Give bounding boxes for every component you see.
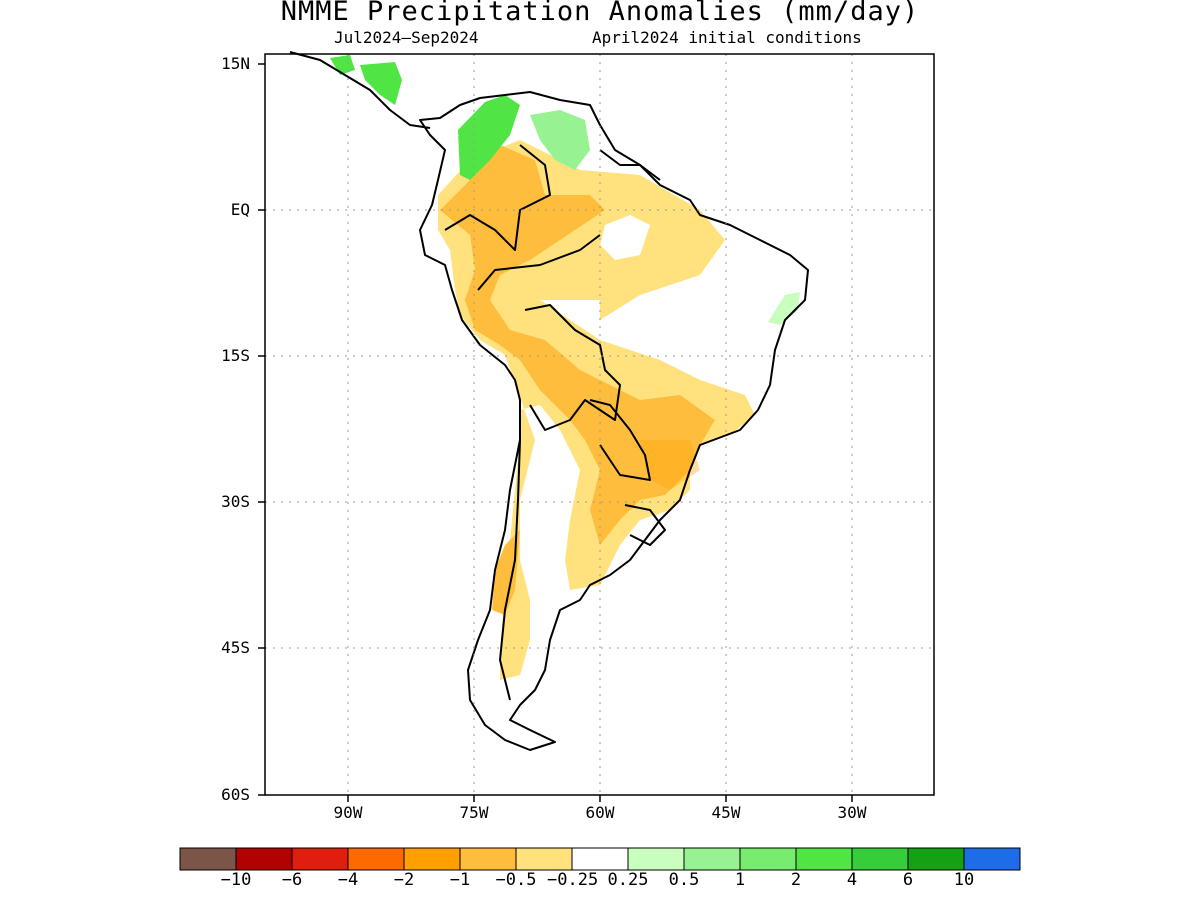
x-tick-30w: 30W (837, 803, 867, 822)
border-paraguay (589, 399, 651, 481)
anomaly-gap-brazil (600, 265, 770, 390)
colorbar-label: −1 (449, 870, 471, 890)
colorbar-cell (179, 847, 237, 871)
colorbar-label: 10 (953, 870, 975, 890)
south-america-outline (419, 91, 809, 751)
colorbar-cell (907, 847, 965, 871)
colorbar-cell (515, 847, 573, 871)
anomaly-green-venezuela (530, 110, 590, 170)
border-bolivia (524, 304, 621, 431)
colorbar-label: −6 (281, 870, 303, 890)
colorbar-label: 6 (902, 870, 914, 890)
colorbar-label: 1 (734, 870, 746, 890)
colorbar-label: −0.25 (547, 870, 599, 890)
anomaly-gap-amazon (600, 215, 650, 260)
anomaly-green-central-america-1 (330, 55, 355, 75)
y-tick-15s: 15S (221, 346, 250, 365)
y-tick-15n: 15N (221, 54, 250, 73)
anomaly-green-central-america-2 (360, 62, 402, 105)
colorbar-cell (963, 847, 1021, 871)
colorbar-label: −10 (220, 870, 252, 890)
y-tick-60s: 60S (221, 785, 250, 804)
border-colombia (444, 144, 551, 251)
coastline (289, 51, 809, 751)
colorbar-label: −0.5 (495, 870, 537, 890)
y-tick-45s: 45S (221, 638, 250, 657)
colorbar-cell (795, 847, 853, 871)
colorbar-cell (235, 847, 293, 871)
colorbar-label: 0.5 (668, 870, 700, 890)
y-tick-30s: 30S (221, 492, 250, 511)
colorbar-cell (459, 847, 517, 871)
x-tick-60w: 60W (585, 803, 615, 822)
colorbar-label: 4 (846, 870, 858, 890)
central-america-outline (289, 51, 431, 129)
colorbar-label: 2 (790, 870, 802, 890)
page-title: NMME Precipitation Anomalies (mm/day) (280, 0, 920, 27)
border-uruguay (624, 504, 666, 546)
colorbar-cell (347, 847, 405, 871)
border-peru-brazil (477, 234, 601, 291)
colorbar-cell (627, 847, 685, 871)
anomaly-area-orange-chile (492, 530, 520, 615)
colorbar-label: −4 (337, 870, 359, 890)
season-label: Jul2024–Sep2024 (334, 28, 479, 47)
x-tick-45w: 45W (711, 803, 741, 822)
colorbar-cell (683, 847, 741, 871)
colorbar-cell (851, 847, 909, 871)
y-tick-eq: EQ (230, 200, 250, 219)
colorbar-label: 0.25 (607, 870, 649, 890)
border-guianas (599, 149, 661, 181)
colorbar-label: −2 (393, 870, 415, 890)
colorbar-cell (403, 847, 461, 871)
map-gridlines (265, 54, 934, 795)
anomaly-green-brazil-coast (768, 292, 800, 325)
initial-conditions-label: April2024 initial conditions (592, 28, 862, 47)
colorbar-cell (291, 847, 349, 871)
colorbar-cell (739, 847, 797, 871)
colorbar-cell (571, 847, 629, 871)
x-tick-90w: 90W (333, 803, 363, 822)
anomaly-area-orange-brazil (640, 440, 700, 490)
border-argentina-chile (499, 439, 521, 701)
anomaly-shading (438, 140, 770, 680)
tick-marks (258, 63, 853, 802)
x-tick-75w: 75W (459, 803, 489, 822)
